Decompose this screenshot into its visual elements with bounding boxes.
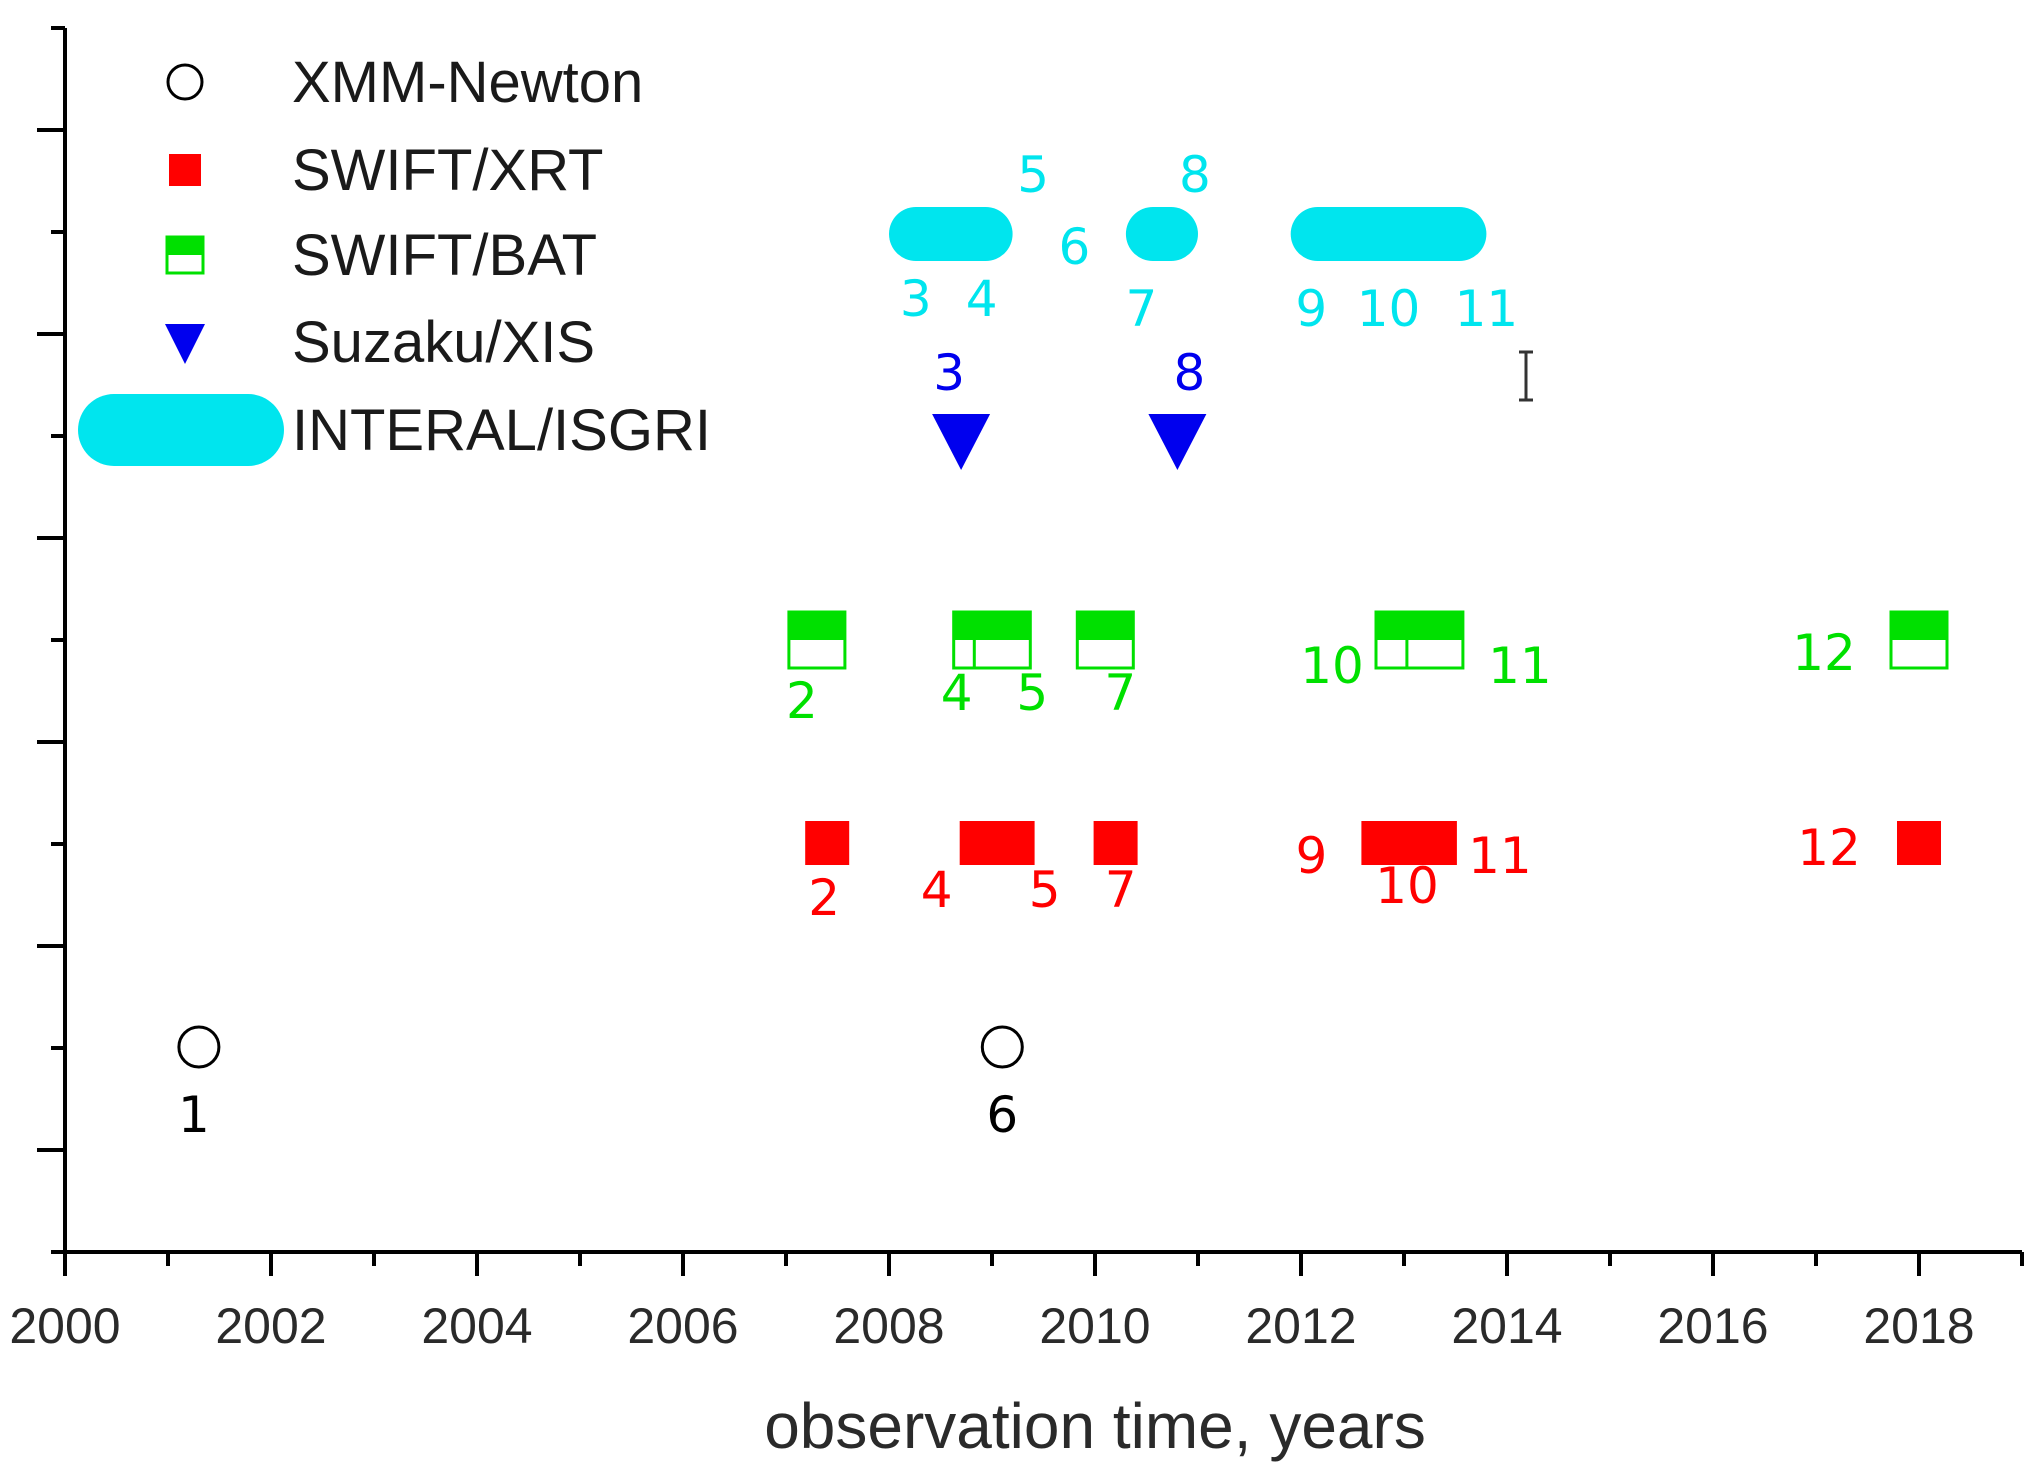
xrt-marker xyxy=(1093,821,1138,865)
data-label: 10 xyxy=(1357,280,1421,338)
legend-item: SWIFT/BAT xyxy=(165,223,597,288)
isgri-segment xyxy=(1125,207,1198,261)
bat-marker xyxy=(1405,610,1465,670)
data-label: 11 xyxy=(1455,280,1519,338)
data-label: 1 xyxy=(178,1086,210,1144)
data-label: 5 xyxy=(1016,664,1048,722)
suzaku-marker xyxy=(1148,414,1207,470)
data-label: 10 xyxy=(1300,637,1364,695)
data-label: 5 xyxy=(1029,861,1061,919)
legend-label: INTERAL/ISGRI xyxy=(292,398,711,463)
data-label: 9 xyxy=(1295,280,1327,338)
bat-marker xyxy=(787,610,847,670)
legend-label: SWIFT/XRT xyxy=(292,138,603,203)
legend-swatch-bat xyxy=(165,235,205,275)
data-label: 9 xyxy=(1295,827,1327,885)
data-label: 4 xyxy=(941,664,973,722)
data-label: 6 xyxy=(1058,218,1090,276)
x-tick-label: 2016 xyxy=(1657,1298,1768,1354)
legend-item: SWIFT/XRT xyxy=(169,138,603,203)
legend-label: XMM-Newton xyxy=(292,50,643,115)
isgri-segment xyxy=(1290,207,1487,261)
bat-marker xyxy=(1889,610,1949,670)
x-tick-label: 2008 xyxy=(833,1298,944,1354)
legend-label: SWIFT/BAT xyxy=(292,223,597,288)
y-ticks xyxy=(37,26,65,1254)
legend-item: INTERAL/ISGRI xyxy=(78,394,711,466)
data-label: 11 xyxy=(1468,827,1532,885)
legend: XMM-Newton SWIFT/XRT SWIFT/BAT Suzaku/XIS IN… xyxy=(78,50,711,466)
x-tick-label: 2000 xyxy=(9,1298,120,1354)
data-label: 4 xyxy=(921,861,953,919)
data-label: 5 xyxy=(1017,146,1049,204)
data-label: 10 xyxy=(1375,857,1439,915)
data-label: 11 xyxy=(1488,637,1552,695)
data-label: 2 xyxy=(808,869,840,927)
data-label: 3 xyxy=(933,344,965,402)
x-ticks xyxy=(63,1252,2024,1276)
legend-swatch-suzaku xyxy=(165,324,205,364)
xmm-marker xyxy=(980,1025,1024,1069)
xrt-marker xyxy=(805,821,850,865)
data-label: 12 xyxy=(1797,819,1861,877)
xrt-marker xyxy=(990,821,1035,865)
series-interal-isgri: 3 4 567 8 9 10 11 xyxy=(889,146,1518,338)
data-label: 7 xyxy=(1104,664,1136,722)
suzaku-marker xyxy=(932,414,991,470)
data-label: 3 xyxy=(900,270,932,328)
text-cursor-icon xyxy=(1519,350,1533,402)
x-tick-labels: 2000 2002 2004 2006 2008 2010 2012 2014 2016 2018 xyxy=(9,1298,1974,1354)
legend-swatch-xrt xyxy=(169,154,201,186)
legend-item: XMM-Newton xyxy=(166,50,643,115)
xrt-marker xyxy=(1412,821,1457,865)
legend-item: Suzaku/XIS xyxy=(165,310,595,375)
bat-marker xyxy=(972,610,1032,670)
x-tick-label: 2018 xyxy=(1863,1298,1974,1354)
data-label: 8 xyxy=(1179,146,1211,204)
axes: 2000 2002 2004 2006 2008 2010 2012 2014 2016 2018… xyxy=(9,26,2024,1462)
data-label: 2 xyxy=(786,672,818,730)
xmm-marker xyxy=(177,1025,221,1069)
x-tick-label: 2012 xyxy=(1245,1298,1356,1354)
data-label: 8 xyxy=(1173,344,1205,402)
x-tick-label: 2004 xyxy=(421,1298,532,1354)
x-tick-label: 2010 xyxy=(1039,1298,1150,1354)
data-label: 7 xyxy=(1125,280,1157,338)
series-swift-bat: 2 4 5 7 10 11 12 xyxy=(786,610,1949,730)
xrt-marker xyxy=(1897,821,1941,865)
data-label: 4 xyxy=(966,270,998,328)
x-tick-label: 2014 xyxy=(1451,1298,1562,1354)
x-tick-label: 2006 xyxy=(627,1298,738,1354)
data-label: 12 xyxy=(1792,624,1856,682)
legend-swatch-xmm xyxy=(166,63,204,101)
bat-marker xyxy=(1075,610,1135,670)
legend-swatch-isgri xyxy=(78,394,284,466)
data-label: 6 xyxy=(986,1086,1018,1144)
data-label: 7 xyxy=(1105,861,1137,919)
series-swift-xrt: 2 4 5 7 9 10 11 12 xyxy=(805,819,1941,927)
isgri-segment xyxy=(889,207,1013,261)
x-tick-label: 2002 xyxy=(215,1298,326,1354)
legend-label: Suzaku/XIS xyxy=(292,310,595,375)
x-axis-title: observation time, years xyxy=(764,1390,1426,1462)
